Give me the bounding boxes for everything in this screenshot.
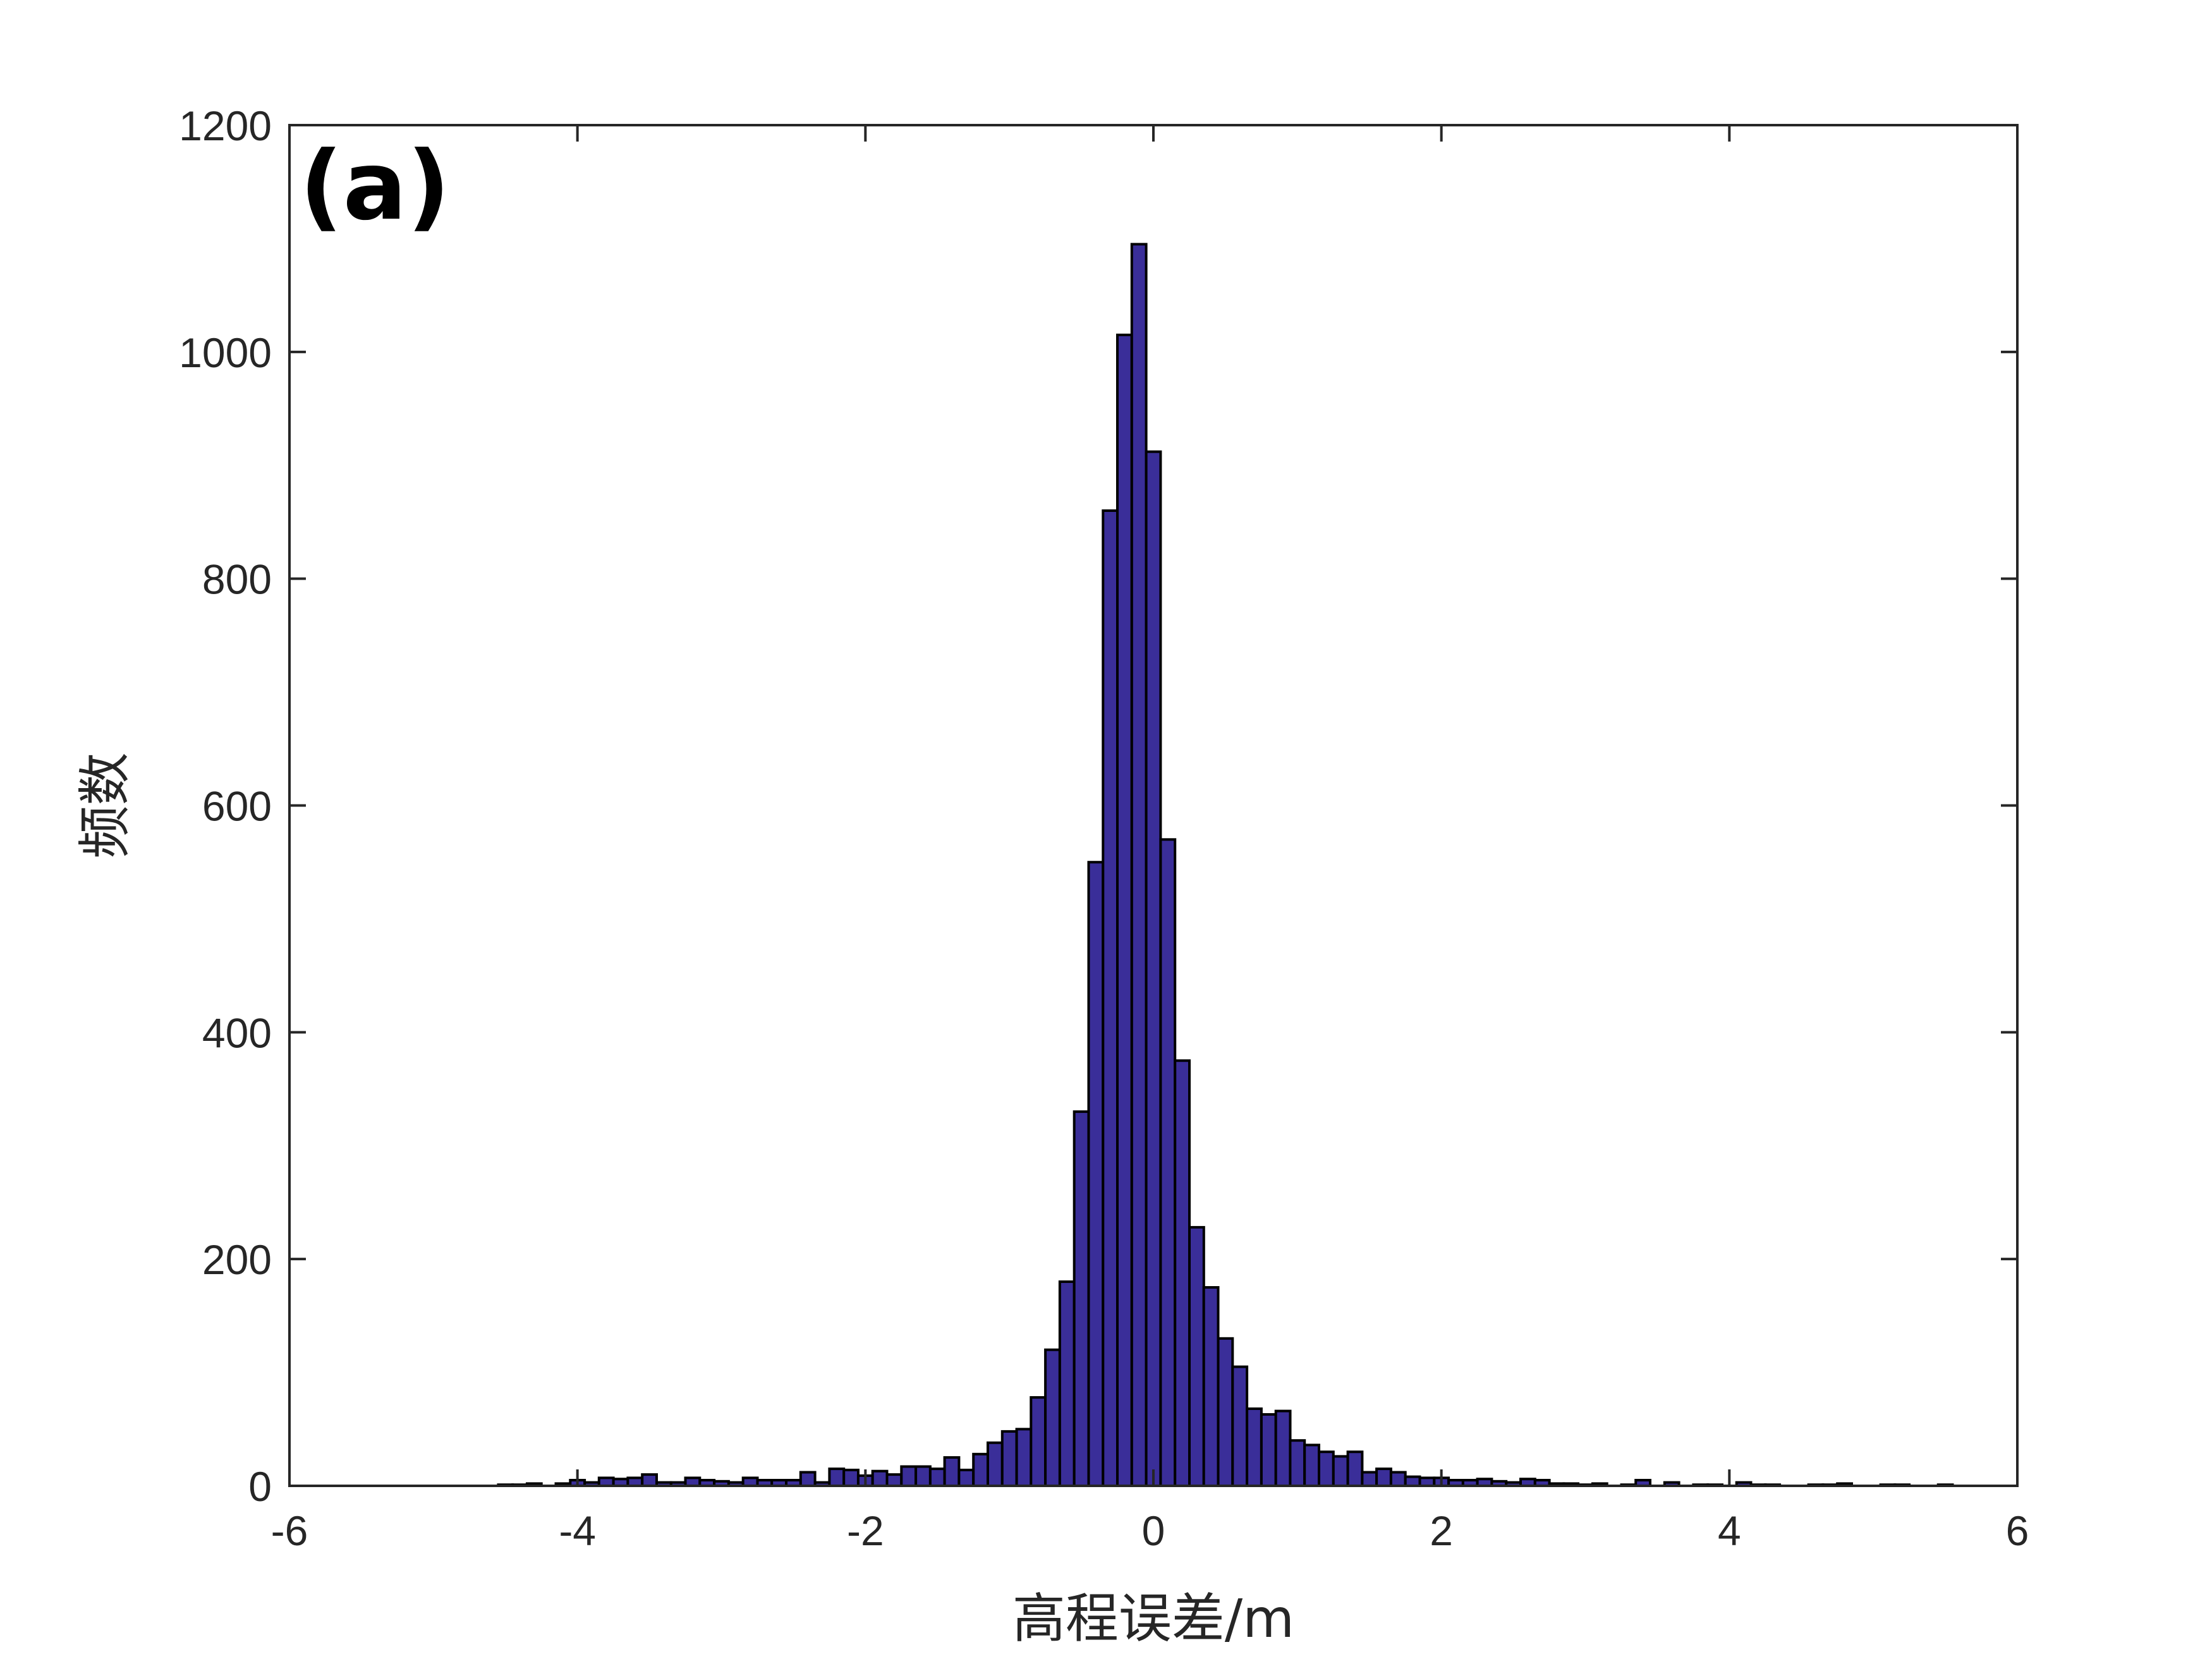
histogram-bar: [928, 1468, 946, 1488]
x-tick-label: 4: [1718, 1507, 1741, 1554]
y-axis-title: 频数: [74, 752, 136, 858]
y-tick-label: 400: [202, 1009, 272, 1056]
histogram-bar: [957, 1468, 975, 1487]
x-tick-label: 2: [1430, 1507, 1453, 1554]
y-tick-label: 0: [248, 1463, 272, 1510]
y-tick-label: 200: [202, 1236, 272, 1283]
x-tick-label: -6: [271, 1507, 308, 1554]
histogram-bar: [1073, 1110, 1090, 1487]
histogram-bar: [1087, 861, 1105, 1487]
y-tick-label: 800: [202, 556, 272, 603]
histogram-bar: [1332, 1455, 1349, 1487]
histogram-bar: [1145, 450, 1162, 1488]
histogram-bar: [1000, 1430, 1018, 1487]
x-axis-title: 高程误差/m: [1012, 1588, 1294, 1650]
x-tick-label: -2: [847, 1507, 884, 1554]
histogram-bar: [1130, 243, 1148, 1487]
histogram-bar: [1404, 1475, 1421, 1488]
histogram-bar: [1202, 1286, 1220, 1487]
histogram-bar: [1044, 1348, 1061, 1487]
y-tick-label: 1200: [179, 102, 272, 149]
x-tick-label: -4: [559, 1507, 596, 1554]
histogram-bar: [885, 1473, 903, 1488]
histogram-bar: [1260, 1413, 1277, 1487]
y-tick-label: 1000: [179, 329, 272, 376]
histogram-bar: [842, 1468, 860, 1487]
y-tick-label: 600: [202, 783, 272, 830]
histogram-bar: [915, 1465, 932, 1487]
histogram-bar: [972, 1452, 989, 1488]
histogram-bar: [1375, 1468, 1392, 1488]
histogram-bar: [1231, 1365, 1249, 1488]
histogram-bar: [1116, 333, 1133, 1487]
histogram-bar: [1188, 1225, 1205, 1488]
x-tick-label: 0: [1142, 1507, 1165, 1554]
panel-label: (a): [300, 131, 450, 241]
histogram-bar: [1015, 1428, 1033, 1488]
histogram-bar: [1030, 1396, 1047, 1488]
bars-group: [497, 243, 1954, 1488]
histogram-bar: [1174, 1059, 1191, 1487]
histogram-bar: [1159, 838, 1177, 1488]
histogram-bar: [641, 1473, 659, 1488]
histogram-bar: [1102, 509, 1119, 1487]
histogram-bar: [1361, 1471, 1378, 1487]
histogram-bar: [871, 1469, 889, 1487]
histogram-bar: [900, 1465, 918, 1487]
histogram-bar: [1318, 1450, 1335, 1487]
histogram-bar: [1274, 1409, 1292, 1488]
histogram-bar: [943, 1456, 961, 1488]
axes-frame: [288, 124, 2019, 1487]
histogram-bar: [1346, 1450, 1364, 1487]
histogram-bar: [1246, 1407, 1263, 1487]
histogram-bar: [1217, 1337, 1234, 1488]
histogram-bar: [1058, 1280, 1076, 1487]
histogram-bar: [987, 1441, 1004, 1488]
histogram-bar: [1389, 1471, 1407, 1487]
histogram-bar: [1303, 1443, 1320, 1487]
ticks-group: -6 -4 -2 0 2 4 6 0 200 400 600 800 1000 1200: [179, 102, 2029, 1554]
histogram-bar: [1289, 1439, 1306, 1487]
histogram-bar: [828, 1468, 846, 1488]
x-tick-label: 6: [2006, 1507, 2029, 1554]
histogram-bar: [799, 1471, 817, 1487]
